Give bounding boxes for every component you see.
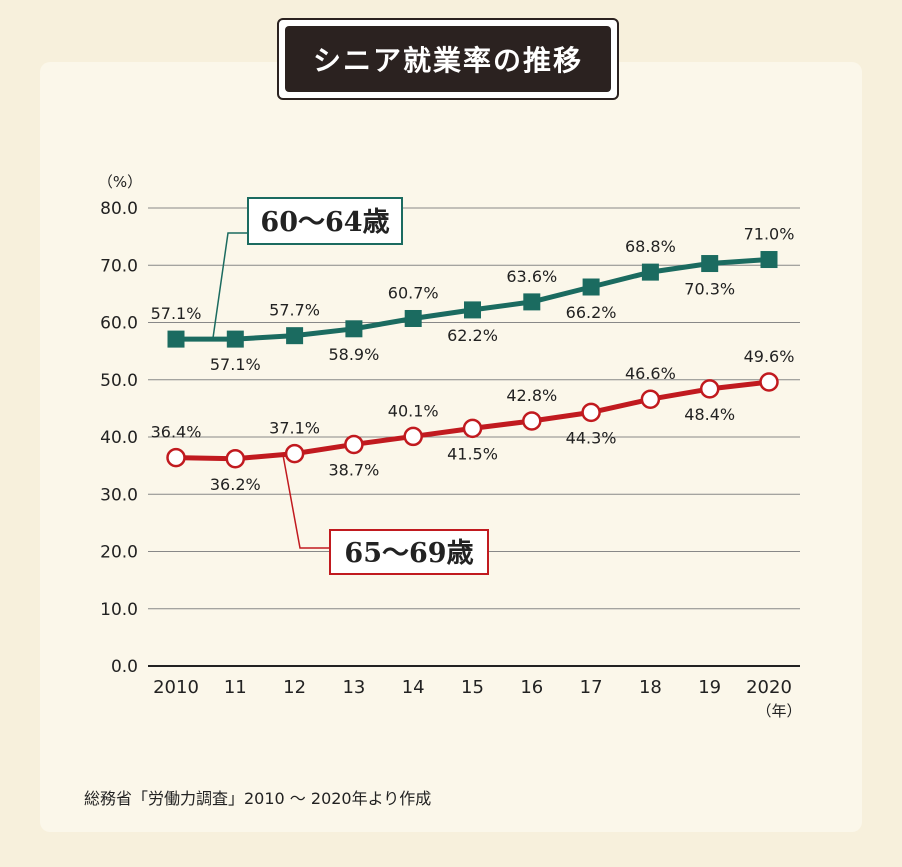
data-point: [225, 449, 246, 469]
y-tick-label: 60.0: [100, 314, 138, 334]
y-tick-label: 50.0: [100, 371, 138, 391]
x-tick-label: 19: [698, 677, 721, 698]
data-point: [581, 402, 601, 423]
x-unit-label: （年）: [756, 702, 801, 720]
data-point: [284, 443, 305, 464]
data-point: [759, 372, 779, 392]
x-tick-label: 16: [520, 677, 543, 698]
data-label: 60.7%: [388, 283, 439, 302]
data-point: [166, 447, 186, 468]
data-point: [286, 327, 304, 345]
y-tick-label: 40.0: [100, 428, 138, 448]
data-label: 38.7%: [328, 460, 379, 479]
data-label: 36.4%: [151, 423, 202, 442]
data-label: 37.1%: [269, 419, 320, 438]
data-label: 66.2%: [566, 303, 617, 322]
x-tick-label: 11: [224, 677, 247, 698]
data-point: [462, 418, 483, 439]
data-label: 57.1%: [210, 355, 261, 374]
x-tick-label: 2010: [153, 677, 199, 698]
y-tick-label: 0.0: [111, 657, 138, 677]
data-point: [226, 330, 244, 348]
data-point: [582, 278, 600, 296]
data-label: 42.8%: [506, 386, 557, 405]
legend-box: [329, 529, 489, 575]
data-point: [523, 293, 541, 311]
x-tick-label: 13: [342, 677, 365, 698]
legend-box: [247, 197, 403, 245]
data-label: 71.0%: [744, 225, 795, 244]
data-point: [701, 255, 719, 273]
data-point: [641, 263, 659, 281]
y-unit-label: （%）: [98, 173, 142, 191]
y-tick-label: 20.0: [100, 543, 138, 563]
x-tick-label: 17: [580, 677, 603, 698]
x-tick-label: 18: [639, 677, 662, 698]
data-label: 41.5%: [447, 444, 498, 463]
data-point: [404, 309, 422, 327]
data-point: [344, 434, 364, 455]
legend-leader-line: [282, 454, 330, 549]
data-label: 46.6%: [625, 364, 676, 383]
data-point: [522, 411, 542, 431]
chart-title: シニア就業率の推移: [285, 26, 611, 92]
title-frame: シニア就業率の推移: [277, 18, 619, 100]
y-tick-label: 10.0: [100, 600, 138, 620]
data-point: [345, 320, 363, 338]
data-label: 44.3%: [566, 428, 617, 447]
y-tick-label: 30.0: [100, 485, 138, 505]
data-label: 58.9%: [328, 345, 379, 364]
source-note: 総務省「労働力調査」2010 ～ 2020年より作成: [84, 789, 432, 808]
data-label: 70.3%: [684, 280, 735, 299]
data-point: [760, 251, 778, 269]
y-tick-label: 80.0: [100, 199, 138, 219]
data-label: 63.6%: [506, 267, 557, 286]
data-label: 57.7%: [269, 301, 320, 320]
data-label: 49.6%: [744, 347, 795, 366]
x-tick-label: 12: [283, 677, 306, 698]
x-tick-label: 14: [402, 677, 425, 698]
data-label: 57.1%: [151, 304, 202, 323]
legend-label: 65～69歳: [344, 538, 473, 569]
data-point: [167, 330, 185, 348]
data-point: [464, 301, 481, 319]
legend-label: 60～64歳: [260, 207, 389, 238]
data-label: 68.8%: [625, 237, 676, 256]
data-label: 36.2%: [210, 475, 261, 494]
data-label: 48.4%: [684, 405, 735, 424]
data-point: [640, 389, 661, 409]
legend-leader-line: [212, 232, 248, 339]
data-label: 40.1%: [388, 401, 439, 420]
chart-panel: [40, 62, 862, 832]
data-point: [699, 379, 720, 399]
x-tick-label: 15: [461, 677, 484, 698]
data-point: [403, 426, 423, 447]
data-label: 62.2%: [447, 326, 498, 345]
y-tick-label: 70.0: [100, 256, 138, 276]
x-tick-label: 2020: [746, 677, 792, 698]
